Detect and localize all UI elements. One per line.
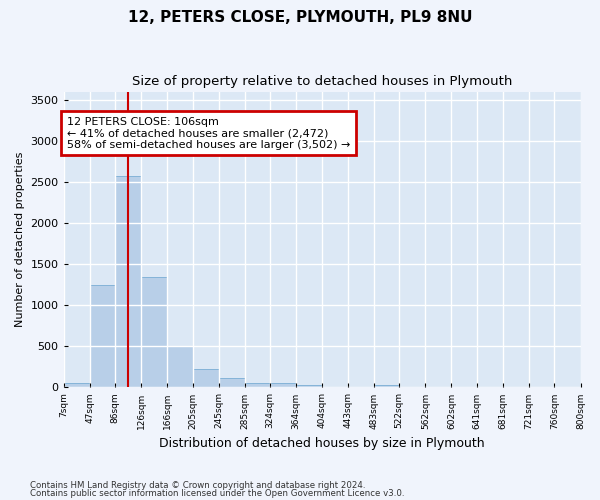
Bar xyxy=(89,285,115,388)
Bar xyxy=(115,176,141,388)
Text: Contains public sector information licensed under the Open Government Licence v3: Contains public sector information licen… xyxy=(30,489,404,498)
Text: 12, PETERS CLOSE, PLYMOUTH, PL9 8NU: 12, PETERS CLOSE, PLYMOUTH, PL9 8NU xyxy=(128,10,472,25)
Bar xyxy=(64,384,89,388)
Text: 12 PETERS CLOSE: 106sqm
← 41% of detached houses are smaller (2,472)
58% of semi: 12 PETERS CLOSE: 106sqm ← 41% of detache… xyxy=(67,116,350,150)
Bar xyxy=(193,370,218,388)
Bar xyxy=(296,385,322,388)
Bar xyxy=(245,383,270,388)
X-axis label: Distribution of detached houses by size in Plymouth: Distribution of detached houses by size … xyxy=(159,437,485,450)
Text: Contains HM Land Registry data © Crown copyright and database right 2024.: Contains HM Land Registry data © Crown c… xyxy=(30,480,365,490)
Bar xyxy=(167,346,193,388)
Y-axis label: Number of detached properties: Number of detached properties xyxy=(15,152,25,328)
Title: Size of property relative to detached houses in Plymouth: Size of property relative to detached ho… xyxy=(132,75,512,88)
Bar xyxy=(141,276,167,388)
Bar xyxy=(374,386,399,388)
Bar xyxy=(270,384,296,388)
Bar xyxy=(218,378,245,388)
